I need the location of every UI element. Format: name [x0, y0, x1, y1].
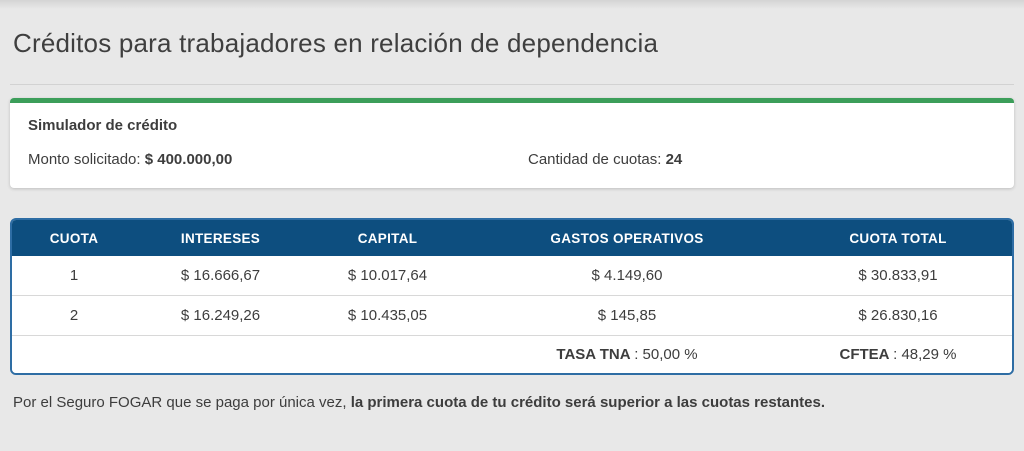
cell-intereses: $ 16.249,26 [136, 296, 305, 336]
cell-gastos-operativos: $ 145,85 [470, 296, 784, 336]
cell-cuota-total: $ 30.833,91 [784, 256, 1012, 296]
monto-solicitado-value: $ 400.000,00 [144, 151, 233, 168]
fogar-footnote-regular: Por el Seguro FOGAR que se paga por únic… [13, 394, 351, 411]
table-row: 2 $ 16.249,26 $ 10.435,05 $ 145,85 $ 26.… [12, 296, 1012, 336]
fogar-footnote: Por el Seguro FOGAR que se paga por únic… [13, 394, 1012, 411]
monto-solicitado-field: Monto solicitado: $ 400.000,00 [28, 151, 512, 168]
cell-intereses: $ 16.666,67 [136, 256, 305, 296]
simulator-card: Simulador de crédito Monto solicitado: $… [10, 98, 1014, 188]
col-header-intereses: INTERESES [136, 220, 305, 256]
cftea-label: CFTEA [839, 346, 894, 363]
simulator-values-row: Monto solicitado: $ 400.000,00 Cantidad … [28, 151, 996, 168]
amortization-table: CUOTA INTERESES CAPITAL GASTOS OPERATIVO… [10, 218, 1014, 375]
cell-gastos-operativos: $ 4.149,60 [470, 256, 784, 296]
col-header-cuota-total: CUOTA TOTAL [784, 220, 1012, 256]
cell-cuota-total: $ 26.830,16 [784, 296, 1012, 336]
cantidad-cuotas-label: Cantidad de cuotas: [528, 151, 666, 168]
col-header-capital: CAPITAL [305, 220, 470, 256]
cell-cuota: 2 [12, 296, 136, 336]
title-divider [10, 84, 1014, 85]
cftea-value: : 48,29 % [893, 346, 957, 363]
cell-capital: $ 10.017,64 [305, 256, 470, 296]
col-header-cuota: CUOTA [12, 220, 136, 256]
fogar-footnote-bold: la primera cuota de tu crédito será supe… [350, 394, 826, 411]
cell-capital: $ 10.435,05 [305, 296, 470, 336]
simulator-heading: Simulador de crédito [28, 117, 178, 134]
tasa-tna-label: TASA TNA [556, 346, 635, 363]
summary-row: TASA TNA : 50,00 % CFTEA : 48,29 % [12, 336, 1012, 373]
summary-empty-cell [12, 336, 470, 373]
cantidad-cuotas-value: 24 [665, 151, 683, 168]
table-row: 1 $ 16.666,67 $ 10.017,64 $ 4.149,60 $ 3… [12, 256, 1012, 296]
cftea-cell: CFTEA : 48,29 % [784, 336, 1012, 373]
monto-solicitado-label: Monto solicitado: [28, 151, 145, 168]
cantidad-cuotas-field: Cantidad de cuotas: 24 [512, 151, 996, 168]
table-header-row: CUOTA INTERESES CAPITAL GASTOS OPERATIVO… [12, 220, 1012, 256]
tasa-tna-cell: TASA TNA : 50,00 % [470, 336, 784, 373]
tasa-tna-value: : 50,00 % [634, 346, 698, 363]
page-title: Créditos para trabajadores en relación d… [13, 28, 659, 58]
col-header-gastos-operativos: GASTOS OPERATIVOS [470, 220, 784, 256]
cell-cuota: 1 [12, 256, 136, 296]
